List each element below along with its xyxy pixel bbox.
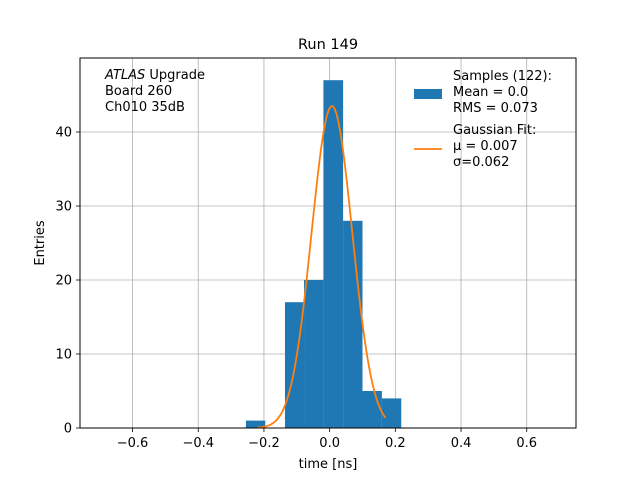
y-tick-label: 10 [55, 348, 72, 363]
legend-patch-histogram [414, 89, 442, 99]
annotation-line: ATLAS Upgrade [104, 68, 205, 83]
x-tick-label: −0.2 [248, 436, 280, 451]
x-axis-ticks: −0.6 −0.4 −0.2 0.0 0.2 0.4 0.6 [117, 428, 537, 451]
x-tick-label: 0.0 [319, 436, 340, 451]
histogram-bar [245, 420, 266, 428]
plot-frame [79, 57, 577, 429]
y-tick-label: 30 [55, 200, 72, 215]
histogram-bar [362, 391, 382, 428]
y-tick-label: 40 [55, 126, 72, 141]
x-tick-label: 0.4 [451, 436, 472, 451]
legend-entry-text: Gaussian Fit: [453, 123, 536, 138]
legend-entry-text: σ=0.062 [453, 155, 509, 170]
x-tick-label: −0.6 [117, 436, 149, 451]
legend: Samples (122): Mean = 0.0 RMS = 0.073 Gau… [414, 69, 552, 170]
legend-entry-text: Mean = 0.0 [453, 85, 528, 100]
histogram-bar [343, 220, 363, 428]
y-axis-label: Entries [33, 220, 48, 266]
x-tick-label: −0.4 [182, 436, 214, 451]
y-axis-ticks: 0 10 20 30 40 [55, 126, 80, 437]
atlas-annotation: ATLAS Upgrade Board 260 Ch010 35dB [104, 68, 205, 115]
histogram-bar [304, 280, 324, 428]
y-tick-label: 0 [64, 422, 72, 437]
annotation-line: Board 260 [105, 84, 172, 99]
gaussian-fit-curve [257, 105, 387, 429]
legend-entry-text: Samples (122): [453, 69, 552, 84]
chart-title: Run 149 [298, 37, 358, 53]
annotation-line: Ch010 35dB [105, 100, 185, 115]
x-tick-label: 0.6 [516, 436, 537, 451]
legend-entry-text: μ = 0.007 [453, 139, 518, 154]
gaussian-fit [257, 105, 387, 429]
x-axis-label: time [ns] [299, 457, 358, 472]
y-tick-label: 20 [55, 274, 72, 289]
histogram-bar [323, 80, 344, 428]
histogram-bar [381, 398, 402, 428]
legend-entry-text: RMS = 0.073 [453, 101, 538, 116]
x-tick-label: 0.2 [385, 436, 406, 451]
